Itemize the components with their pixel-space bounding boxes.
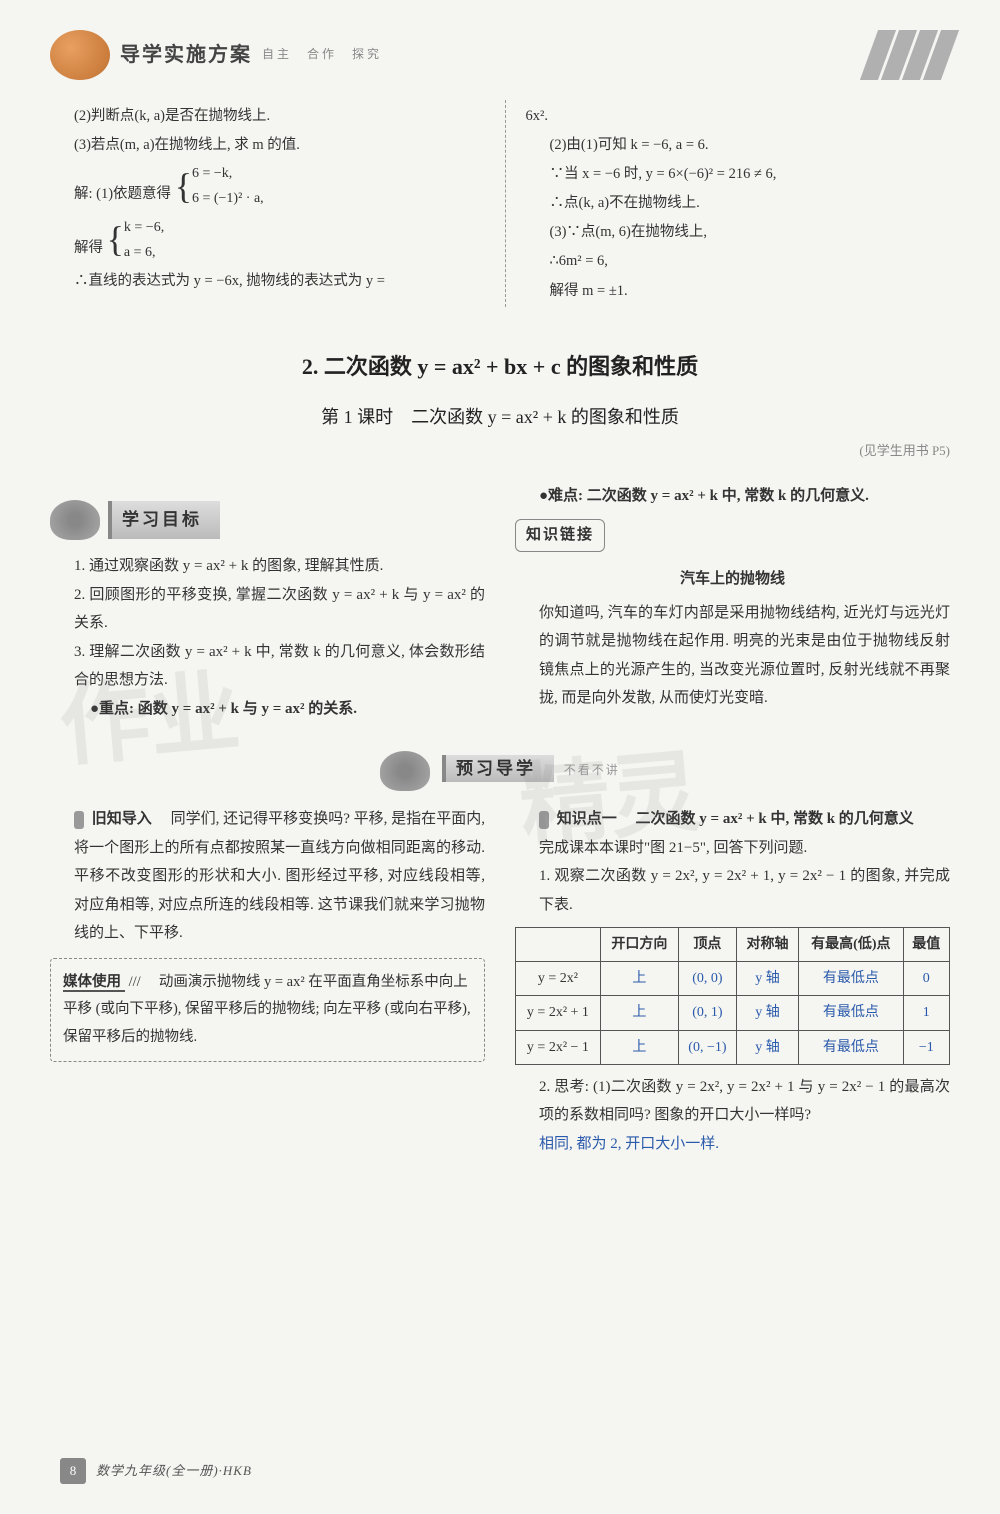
td: y 轴 [736, 996, 798, 1030]
td: 上 [600, 996, 678, 1030]
td: −1 [903, 1030, 949, 1064]
q2-text: 2. 思考: (1)二次函数 y = 2x², y = 2x² + 1 与 y … [515, 1073, 950, 1130]
preview-tag: 不看不讲 [564, 763, 620, 777]
eq: 6 = (−1)² · a, [192, 186, 264, 211]
knowledge-link-label: 知识链接 [515, 519, 605, 552]
context-title: 汽车上的抛物线 [515, 566, 950, 593]
td: (0, 1) [678, 996, 736, 1030]
th: 顶点 [678, 928, 736, 962]
marker-icon [539, 811, 549, 829]
eq: k = −6, [124, 215, 164, 240]
review-block: 旧知导入 同学们, 还记得平移变换吗? 平移, 是指在平面内, 将一个图形上的所… [50, 805, 485, 948]
top-solution-block: (2)判断点(k, a)是否在抛物线上. (3)若点(m, a)在抛物线上, 求… [50, 100, 950, 307]
td: y = 2x² − 1 [516, 1030, 601, 1064]
flame-icon [50, 500, 100, 540]
text: 解得 [74, 239, 103, 255]
preview-label: 预习导学 [442, 755, 554, 782]
goal-item: 2. 回顾图形的平移变换, 掌握二次函数 y = ax² + k 与 y = a… [50, 581, 485, 638]
section-title: 2. 二次函数 y = ax² + bx + c 的图象和性质 [50, 347, 950, 387]
line: ∴直线的表达式为 y = −6x, 抛物线的表达式为 y = [50, 268, 475, 294]
goals-header: 学习目标 [50, 500, 485, 540]
flame-icon [380, 751, 430, 791]
line: (3)若点(m, a)在抛物线上, 求 m 的值. [50, 132, 475, 158]
kp1-label: 知识点一 [557, 811, 617, 827]
th [516, 928, 601, 962]
th: 有最高(低)点 [799, 928, 903, 962]
line: ∵当 x = −6 时, y = 6×(−6)² = 216 ≠ 6, [526, 161, 951, 187]
th: 对称轴 [736, 928, 798, 962]
page-footer: 8 数学九年级(全一册)·HKB [60, 1458, 252, 1484]
line: (2)判断点(k, a)是否在抛物线上. [50, 103, 475, 129]
td: y 轴 [736, 1030, 798, 1064]
goal-item: 1. 通过观察函数 y = ax² + k 的图象, 理解其性质. [50, 552, 485, 581]
goals-label: 学习目标 [108, 501, 220, 540]
eq: a = 6, [124, 240, 164, 265]
page-reference: (见学生用书 P5) [50, 439, 950, 462]
kp1-intro: 完成课本本课时"图 21−5", 回答下列问题. [515, 834, 950, 863]
page-header: 导学实施方案 自主 合作 探究 [50, 30, 950, 80]
media-text: 动画演示抛物线 y = ax² 在平面直角坐标系中向上平移 (或向下平移), 保… [63, 974, 471, 1045]
line: ∴6m² = 6, [526, 248, 951, 274]
media-box: 媒体使用 /// 动画演示抛物线 y = ax² 在平面直角坐标系中向上平移 (… [50, 958, 485, 1063]
td: 0 [903, 962, 949, 996]
td: 上 [600, 1030, 678, 1064]
th: 开口方向 [600, 928, 678, 962]
table-row: y = 2x² − 1 上 (0, −1) y 轴 有最低点 −1 [516, 1030, 950, 1064]
hard-point: ●难点: 二次函数 y = ax² + k 中, 常数 k 的几何意义. [515, 482, 950, 511]
td: y = 2x² + 1 [516, 996, 601, 1030]
td: 有最低点 [799, 1030, 903, 1064]
td: y 轴 [736, 962, 798, 996]
review-text: 同学们, 还记得平移变换吗? 平移, 是指在平面内, 将一个图形上的所有点都按照… [74, 811, 485, 941]
text: 解: (1)依题意得 [74, 186, 171, 202]
kp1-q1: 1. 观察二次函数 y = 2x², y = 2x² + 1, y = 2x² … [515, 862, 950, 919]
th: 最值 [903, 928, 949, 962]
table-row: y = 2x² + 1 上 (0, 1) y 轴 有最低点 1 [516, 996, 950, 1030]
properties-table: 开口方向 顶点 对称轴 有最高(低)点 最值 y = 2x² 上 (0, 0) … [515, 927, 950, 1065]
td: y = 2x² [516, 962, 601, 996]
preview-header: 预习导学 不看不讲 [50, 751, 950, 791]
key-point: ●重点: 函数 y = ax² + k 与 y = ax² 的关系. [50, 695, 485, 724]
table-row: y = 2x² 上 (0, 0) y 轴 有最低点 0 [516, 962, 950, 996]
line: 解: (1)依题意得 { 6 = −k, 6 = (−1)² · a, [50, 161, 475, 211]
header-title: 导学实施方案 [120, 37, 252, 73]
media-label: 媒体使用 [63, 974, 125, 992]
td: (0, −1) [678, 1030, 736, 1064]
lesson-title: 第 1 课时 二次函数 y = ax² + k 的图象和性质 [50, 401, 950, 433]
context-text: 你知道吗, 汽车的车灯内部是采用抛物线结构, 近光灯与远光灯的调节就是抛物线在起… [515, 599, 950, 713]
line: (2)由(1)可知 k = −6, a = 6. [526, 132, 951, 158]
line: (3)∵点(m, 6)在抛物线上, [526, 219, 951, 245]
mascot-icon [50, 30, 110, 80]
kp1-title: 二次函数 y = ax² + k 中, 常数 k 的几何意义 [636, 811, 914, 827]
td: (0, 0) [678, 962, 736, 996]
kp1-header: 知识点一 二次函数 y = ax² + k 中, 常数 k 的几何意义 [515, 805, 950, 834]
q2-answer: 相同, 都为 2, 开口大小一样. [515, 1130, 950, 1159]
review-title: 旧知导入 [92, 811, 152, 827]
lower-block: 旧知导入 同学们, 还记得平移变换吗? 平移, 是指在平面内, 将一个图形上的所… [50, 805, 950, 1158]
td: 有最低点 [799, 996, 903, 1030]
footer-text: 数学九年级(全一册)·HKB [96, 1459, 252, 1482]
table-header-row: 开口方向 顶点 对称轴 有最高(低)点 最值 [516, 928, 950, 962]
line: 6x². [526, 103, 951, 129]
goal-item: 3. 理解二次函数 y = ax² + k 中, 常数 k 的几何意义, 体会数… [50, 638, 485, 695]
goals-block: 学习目标 1. 通过观察函数 y = ax² + k 的图象, 理解其性质. 2… [50, 482, 950, 723]
line: 解得 m = ±1. [526, 278, 951, 304]
marker-icon [74, 811, 84, 829]
td: 1 [903, 996, 949, 1030]
header-stripes [869, 30, 950, 80]
td: 上 [600, 962, 678, 996]
td: 有最低点 [799, 962, 903, 996]
line: ∴点(k, a)不在抛物线上. [526, 190, 951, 216]
line: 解得 { k = −6, a = 6, [50, 215, 475, 265]
header-subtitle: 自主 合作 探究 [262, 44, 382, 66]
eq: 6 = −k, [192, 161, 264, 186]
page-number: 8 [60, 1458, 86, 1484]
